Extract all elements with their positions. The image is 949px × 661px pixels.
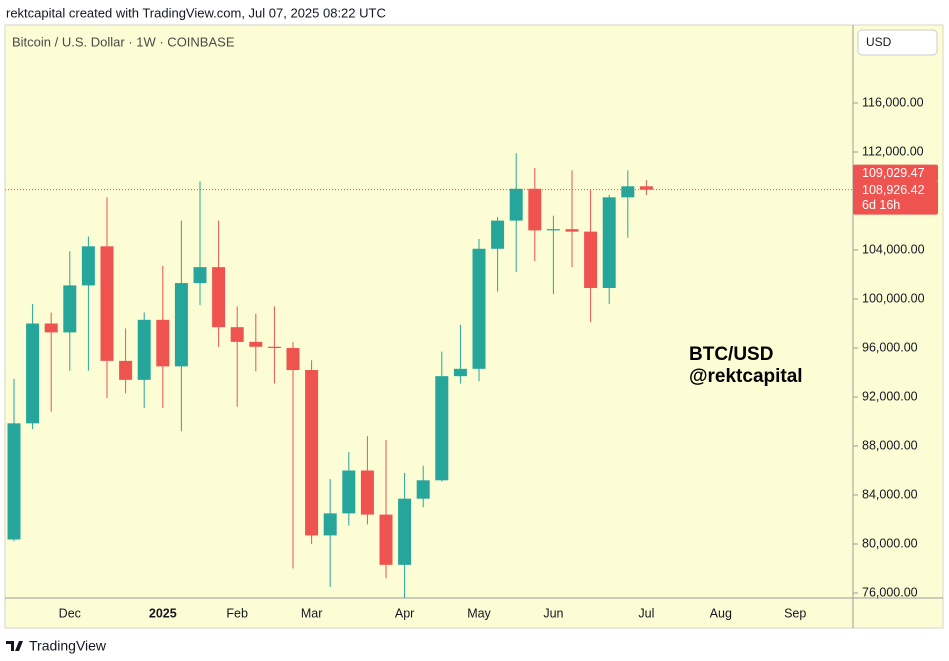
- y-tick-label: 84,000.00: [862, 487, 918, 501]
- candle-body: [491, 220, 505, 249]
- candle-body: [602, 197, 616, 288]
- candle-body: [174, 283, 188, 367]
- watermark: BTC/USD: [689, 344, 773, 365]
- candle-body: [286, 347, 300, 371]
- candle-body: [305, 370, 319, 536]
- candle-body: [26, 323, 40, 424]
- symbol-title: Bitcoin / U.S. Dollar · 1W · COINBASE: [12, 34, 235, 49]
- candle-body: [81, 246, 95, 286]
- candle-body: [230, 327, 244, 342]
- y-tick-label: 92,000.00: [862, 389, 918, 403]
- x-tick-label: Dec: [59, 606, 81, 620]
- y-tick-label: 76,000.00: [862, 585, 918, 599]
- candle-body: [63, 285, 77, 333]
- currency-button[interactable]: [857, 29, 938, 56]
- candle-body: [193, 267, 207, 284]
- x-tick-label: Apr: [395, 606, 414, 620]
- candle-body: [621, 186, 635, 198]
- header: rektcapital created with TradingView.com…: [6, 5, 386, 20]
- candle-body: [137, 319, 151, 380]
- x-tick-label: Mar: [301, 606, 323, 620]
- logo-text: TradingView: [29, 638, 107, 654]
- candle-body: [119, 360, 133, 380]
- candle-body: [416, 480, 430, 499]
- x-tick-label: Jun: [543, 606, 563, 620]
- countdown: 6d 16h: [862, 198, 900, 212]
- x-tick-label: Feb: [226, 606, 248, 620]
- plot: [5, 153, 853, 598]
- candle-body: [584, 231, 598, 288]
- logo: TradingView: [6, 638, 107, 654]
- candle-body: [44, 323, 58, 333]
- candle-body: [509, 188, 523, 221]
- candle-body: [100, 246, 114, 361]
- x-tick-label: Sep: [784, 606, 806, 620]
- candle-body: [639, 186, 653, 190]
- price-label: 108,926.42: [862, 183, 925, 197]
- y-tick-label: 80,000.00: [862, 536, 918, 550]
- price-label-box: [853, 164, 938, 182]
- watermark: @rektcapital: [689, 366, 803, 387]
- candle-body: [565, 229, 579, 232]
- y-tick-label: 112,000.00: [862, 144, 924, 158]
- x-tick-label: May: [467, 606, 491, 620]
- candle-body: [156, 319, 170, 367]
- price-label: 109,029.47: [862, 166, 925, 180]
- candle-body: [360, 470, 374, 515]
- candle-body: [7, 423, 21, 540]
- y-tick-label: 116,000.00: [862, 95, 924, 109]
- y-tick-label: 100,000.00: [862, 291, 925, 305]
- candle-body: [453, 368, 467, 377]
- x-tick-label: Jul: [638, 606, 654, 620]
- candle-body: [398, 498, 412, 565]
- x-tick-label: Aug: [710, 606, 732, 620]
- y-tick-label: 88,000.00: [862, 438, 918, 452]
- candle-body: [379, 514, 393, 565]
- currency: USD: [866, 35, 892, 49]
- y-tick-label: 104,000.00: [862, 242, 925, 256]
- candle-body: [249, 341, 263, 347]
- candle-body: [435, 376, 449, 481]
- y-tick-label: 96,000.00: [862, 340, 918, 354]
- x-tick-label: 2025: [149, 606, 177, 620]
- candle-body: [323, 513, 337, 536]
- candle-body: [528, 188, 542, 231]
- axes: 76,000.00 80,000.00 84,000.00 88,000.00 92,0…: [59, 95, 938, 620]
- price-label-box: [853, 180, 938, 215]
- candle-body: [546, 229, 560, 231]
- candle-body: [342, 470, 356, 514]
- candle-body: [212, 267, 226, 328]
- candle-body: [472, 248, 486, 369]
- candle-body: [267, 346, 281, 348]
